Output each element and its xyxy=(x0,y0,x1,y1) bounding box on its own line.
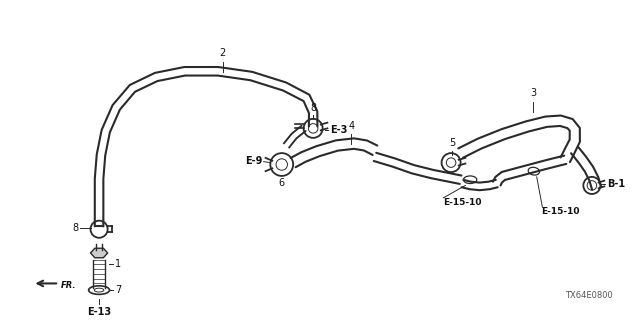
Text: 8: 8 xyxy=(72,223,78,233)
Text: 2: 2 xyxy=(220,48,226,58)
Polygon shape xyxy=(90,248,108,258)
Text: TX64E0800: TX64E0800 xyxy=(565,291,613,300)
Text: E-15-10: E-15-10 xyxy=(444,198,482,207)
Text: FR.: FR. xyxy=(61,281,77,290)
Text: 1: 1 xyxy=(115,260,122,269)
Text: 4: 4 xyxy=(348,121,355,131)
Text: 3: 3 xyxy=(530,88,536,98)
Text: 6: 6 xyxy=(278,178,285,188)
Text: 8: 8 xyxy=(310,103,316,113)
Text: 5: 5 xyxy=(449,138,455,148)
Text: E-15-10: E-15-10 xyxy=(541,207,580,216)
Text: 7: 7 xyxy=(115,285,122,295)
Text: E-9: E-9 xyxy=(245,156,262,166)
Text: E-3: E-3 xyxy=(330,125,348,135)
Text: B-1: B-1 xyxy=(607,179,625,188)
Text: E-13: E-13 xyxy=(87,307,111,317)
